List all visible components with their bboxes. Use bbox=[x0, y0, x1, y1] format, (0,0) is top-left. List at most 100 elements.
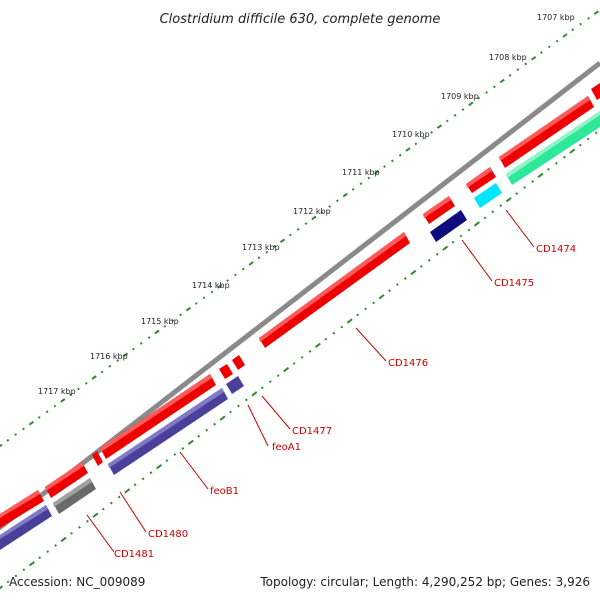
scale-ring-tick bbox=[217, 284, 223, 289]
feature-grey-bar[interactable] bbox=[53, 478, 96, 514]
tick-ring-tick bbox=[54, 544, 57, 547]
gene-label-cd1475[interactable]: CD1475 bbox=[494, 278, 534, 289]
scale-ring-tick bbox=[374, 169, 380, 175]
tick-ring-tick bbox=[276, 374, 280, 378]
gene-cd1475-arrow[interactable] bbox=[466, 167, 496, 193]
gene-cd1474-arrow[interactable] bbox=[499, 96, 594, 168]
feature-purple-left[interactable] bbox=[0, 505, 52, 550]
scale-ring-tick bbox=[171, 319, 174, 322]
scale-ring-tick bbox=[296, 227, 300, 231]
scale-ring-tick bbox=[241, 267, 245, 271]
scale-ring-tick bbox=[436, 124, 443, 129]
gene-feoa1-arrow[interactable] bbox=[219, 364, 233, 379]
scale-ring-tick bbox=[116, 359, 120, 362]
kbp-scale-labels: 1707 kbp 1708 kbp 1709 kbp 1710 kbp 1711 kbp… bbox=[38, 13, 575, 396]
scale-ring-tick bbox=[547, 45, 551, 49]
scale-ring-tick bbox=[288, 233, 292, 237]
gene-cd1480-small-arrow[interactable] bbox=[92, 451, 103, 466]
tick-ring-tick bbox=[46, 550, 50, 554]
tick-ring-tick bbox=[537, 172, 544, 179]
gene-cd1477-arrow[interactable] bbox=[232, 355, 245, 370]
gene-cd1476-arrow[interactable] bbox=[259, 232, 410, 348]
scale-ring-tick bbox=[6, 438, 10, 442]
scale-ring-tick bbox=[60, 398, 66, 403]
tick-ring-tick bbox=[165, 459, 169, 463]
gene-cd1481-arrow[interactable] bbox=[0, 490, 44, 528]
scale-ring-tick bbox=[562, 33, 568, 38]
tick-ring-tick bbox=[372, 301, 375, 305]
scale-ring-tick bbox=[22, 427, 25, 431]
tick-ring-tick bbox=[251, 391, 258, 397]
tick-ring-tick bbox=[442, 245, 449, 251]
tick-ring-tick bbox=[149, 471, 153, 475]
tick-ring-tick bbox=[268, 380, 272, 384]
tick-ring-tick bbox=[283, 366, 290, 373]
tick-ring-tick bbox=[22, 568, 26, 572]
tick-ring-tick bbox=[356, 313, 360, 317]
scale-ring-tick bbox=[28, 420, 35, 426]
kbp-label: 1707 kbp bbox=[537, 13, 575, 22]
kbp-label: 1715 kbp bbox=[141, 317, 179, 326]
scale-ring-tick bbox=[69, 393, 72, 397]
gene-labels: CD1474 CD1475 CD1476 CD1477 feoA1 feoB1 … bbox=[114, 244, 576, 560]
scale-ring-tick bbox=[226, 279, 229, 283]
scale-ring-tick bbox=[132, 347, 135, 351]
scale-ring-tick bbox=[359, 182, 363, 186]
tick-ring-tick bbox=[403, 277, 407, 280]
scale-ring-tick bbox=[185, 306, 191, 312]
scale-ring-tick bbox=[342, 192, 348, 198]
scale-ring-tick bbox=[461, 108, 465, 111]
tick-ring-tick bbox=[491, 210, 495, 214]
feature-purple-small[interactable] bbox=[226, 376, 244, 394]
scale-ring-tick bbox=[593, 10, 599, 15]
tick-ring-tick bbox=[569, 148, 576, 154]
gene-label-feob1[interactable]: feoB1 bbox=[210, 486, 239, 497]
tick-ring-tick bbox=[28, 561, 35, 567]
tick-ring-tick bbox=[181, 447, 185, 450]
kbp-label: 1709 kbp bbox=[441, 92, 479, 101]
gene-label-cd1474[interactable]: CD1474 bbox=[536, 244, 576, 255]
scale-ring-tick bbox=[516, 68, 520, 72]
scale-ring-tick bbox=[234, 273, 237, 277]
gene-label-cd1476[interactable]: CD1476 bbox=[388, 358, 428, 369]
tick-ring bbox=[0, 131, 598, 590]
scale-ring-tick bbox=[587, 16, 590, 20]
tick-ring-tick bbox=[109, 501, 113, 505]
scale-ring-tick bbox=[390, 159, 394, 163]
scale-ring-tick bbox=[273, 244, 277, 248]
scale-ring-tick bbox=[453, 113, 457, 117]
scale-ring-tick bbox=[45, 410, 49, 414]
tick-ring-tick bbox=[78, 525, 81, 529]
tick-ring-tick bbox=[117, 495, 121, 499]
gene-feob1-forward-arrow[interactable] bbox=[100, 374, 216, 459]
tick-ring-tick bbox=[300, 355, 304, 359]
tick-ring-tick bbox=[459, 234, 463, 238]
tick-ring-tick bbox=[308, 349, 312, 353]
feature-navy-bar[interactable] bbox=[430, 210, 467, 242]
gene-label-cd1481[interactable]: CD1481 bbox=[114, 549, 154, 560]
tick-ring-tick bbox=[60, 536, 67, 543]
tick-ring-tick bbox=[197, 434, 201, 438]
forward-strand-features bbox=[0, 83, 600, 528]
scale-ring-tick bbox=[398, 153, 402, 157]
scale-ring-tick bbox=[540, 51, 543, 54]
tick-ring-tick bbox=[173, 453, 177, 456]
scale-ring-tick bbox=[485, 91, 488, 94]
tick-ring-tick bbox=[364, 307, 368, 311]
kbp-label: 1708 kbp bbox=[489, 53, 527, 62]
scale-ring-tick bbox=[555, 39, 559, 43]
feature-cyan-bar[interactable] bbox=[474, 183, 502, 208]
gene-feob1-bar[interactable] bbox=[108, 388, 228, 475]
gene-cd1480-arrow[interactable] bbox=[45, 462, 88, 498]
genome-summary-text: Topology: circular; Length: 4,290,252 bp… bbox=[259, 575, 590, 589]
scale-ring-tick bbox=[37, 416, 41, 419]
gene-small-arrow-1[interactable] bbox=[423, 196, 455, 224]
gene-label-cd1477[interactable]: CD1477 bbox=[292, 426, 332, 437]
feature-teal-bar[interactable] bbox=[506, 111, 600, 185]
gene-label-feoa1[interactable]: feoA1 bbox=[272, 442, 301, 453]
gene-label-cd1480[interactable]: CD1480 bbox=[148, 529, 188, 540]
gene-top-right-arrow[interactable] bbox=[591, 83, 600, 100]
scale-ring-tick bbox=[499, 78, 505, 84]
tick-ring-tick bbox=[427, 258, 431, 262]
tick-ring-tick bbox=[70, 531, 73, 535]
